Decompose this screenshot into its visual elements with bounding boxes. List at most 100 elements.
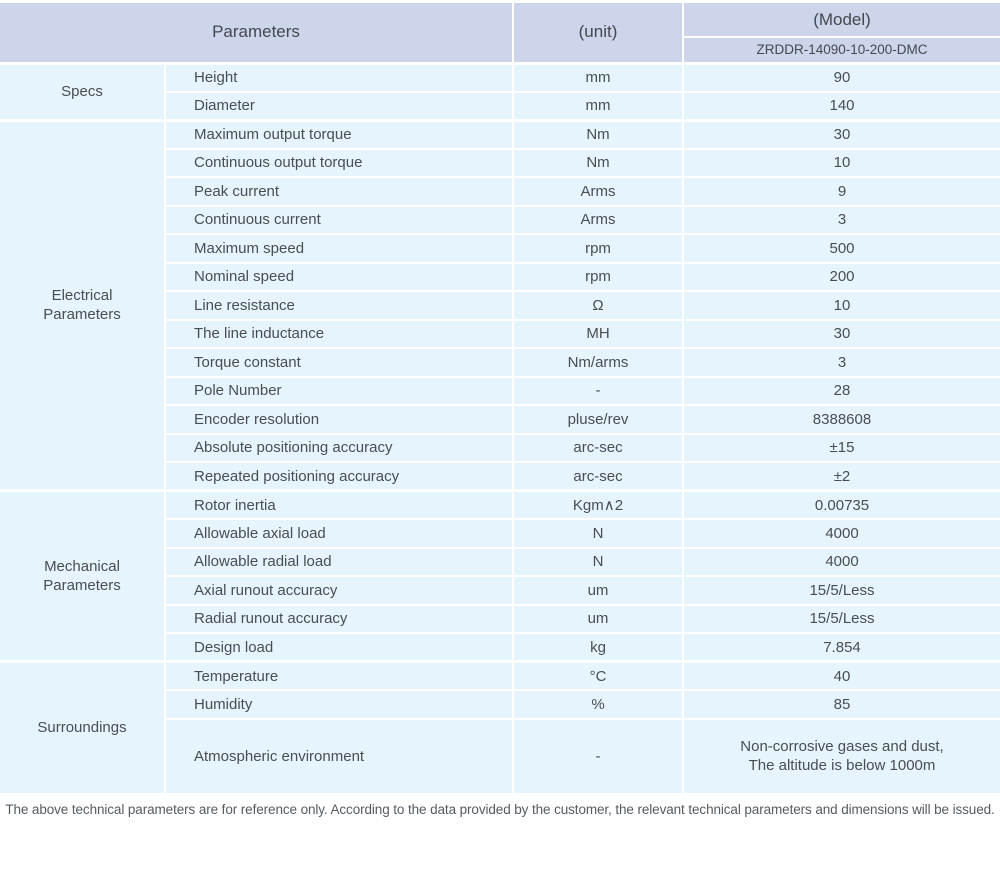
header-unit-label: (unit) bbox=[512, 3, 683, 65]
unit-cell: N bbox=[512, 546, 683, 576]
footnote-text: The above technical parameters are for r… bbox=[5, 801, 995, 817]
parameter-name-cell: The line inductance bbox=[164, 318, 513, 348]
parameter-name-cell: Encoder resolution bbox=[164, 404, 513, 434]
table-row: Continuous current Arms 3 bbox=[0, 204, 1000, 234]
parameter-name-cell: Maximum speed bbox=[164, 233, 513, 263]
value-cell: 140 bbox=[682, 90, 1000, 120]
table-row: Continuous output torque Nm 10 bbox=[0, 147, 1000, 177]
unit-cell: arc-sec bbox=[512, 432, 683, 462]
value-cell: 85 bbox=[682, 689, 1000, 719]
parameter-name-cell: Torque constant bbox=[164, 347, 513, 377]
table-row: Absolute positioning accuracy arc-sec ±15 bbox=[0, 432, 1000, 462]
section-label: Electrical Parameters bbox=[0, 118, 165, 491]
parameter-name-cell: Repeated positioning accuracy bbox=[164, 461, 513, 491]
table-row: Atmospheric environment - Non-corrosive ga… bbox=[0, 717, 1000, 793]
parameter-name-cell: Height bbox=[164, 61, 513, 92]
unit-cell: rpm bbox=[512, 261, 683, 291]
header-row-2: ZRDDR-14090-10-200-DMC bbox=[0, 37, 1000, 65]
unit-cell: Nm bbox=[512, 118, 683, 149]
value-cell: 500 bbox=[682, 233, 1000, 263]
table-row: Nominal speed rpm 200 bbox=[0, 261, 1000, 291]
table-row: Peak current Arms 9 bbox=[0, 176, 1000, 206]
table-row: The line inductance MH 30 bbox=[0, 318, 1000, 348]
unit-cell: N bbox=[512, 518, 683, 548]
parameter-name-cell: Nominal speed bbox=[164, 261, 513, 291]
unit-cell: Nm/arms bbox=[512, 347, 683, 377]
header-model-value: ZRDDR-14090-10-200-DMC bbox=[682, 37, 1000, 65]
unit-cell: - bbox=[512, 375, 683, 405]
unit-cell: um bbox=[512, 603, 683, 633]
parameter-name-cell: Temperature bbox=[164, 660, 513, 690]
section-label: Specs bbox=[0, 61, 165, 120]
section-label: Surroundings bbox=[0, 660, 165, 793]
parameter-name-cell: Line resistance bbox=[164, 290, 513, 320]
table-row: Pole Number -28 bbox=[0, 375, 1000, 405]
table-row: Specs Height mm 90 bbox=[0, 61, 1000, 120]
value-cell: 28 bbox=[682, 375, 1000, 405]
header-row-1: Parameters (unit) (Model) bbox=[0, 3, 1000, 65]
value-cell: 90 bbox=[682, 61, 1000, 92]
header-model-label: (Model) bbox=[682, 3, 1000, 38]
value-cell: 4000 bbox=[682, 518, 1000, 548]
parameter-name-cell: Diameter bbox=[164, 90, 513, 120]
value-cell: 9 bbox=[682, 176, 1000, 206]
unit-cell: Nm bbox=[512, 147, 683, 177]
table-row: Torque constant Nm/arms 3 bbox=[0, 347, 1000, 377]
table-row: Design load kg 7.854 bbox=[0, 632, 1000, 662]
parameter-name-cell: Maximum output torque bbox=[164, 118, 513, 149]
table-row: Encoder resolution pluse/rev 8388608 bbox=[0, 404, 1000, 434]
table-row: Electrical Parameters Maximum output torq… bbox=[0, 118, 1000, 491]
unit-cell: kg bbox=[512, 632, 683, 662]
parameter-name-cell: Pole Number bbox=[164, 375, 513, 405]
table-row: Diameter mm 140 bbox=[0, 90, 1000, 120]
table-header: Parameters (unit) (Model) ZRDDR-14090-10… bbox=[0, 3, 1000, 65]
parameter-name-cell: Continuous output torque bbox=[164, 147, 513, 177]
table-row: Line resistance Ω 10 bbox=[0, 290, 1000, 320]
table-row: Mechanical Parameters Rotor inertia Kgm∧2 0… bbox=[0, 489, 1000, 662]
parameter-name-cell: Absolute positioning accuracy bbox=[164, 432, 513, 462]
parameter-name-cell: Design load bbox=[164, 632, 513, 662]
table-row: Maximum speed rpm 500 bbox=[0, 233, 1000, 263]
parameter-name-cell: Rotor inertia bbox=[164, 489, 513, 519]
parameter-name-cell: Axial runout accuracy bbox=[164, 575, 513, 605]
value-cell: 3 bbox=[682, 204, 1000, 234]
table-row: Allowable axial load N 4000 bbox=[0, 518, 1000, 548]
parameter-name-cell: Atmospheric environment bbox=[164, 717, 513, 793]
parameter-name-cell: Peak current bbox=[164, 176, 513, 206]
unit-cell: Arms bbox=[512, 204, 683, 234]
parameter-name-cell: Allowable radial load bbox=[164, 546, 513, 576]
unit-cell: rpm bbox=[512, 233, 683, 263]
table-row: Axial runout accuracy um 15/5/Less bbox=[0, 575, 1000, 605]
value-cell: 7.854 bbox=[682, 632, 1000, 662]
table-row: Humidity% 85 bbox=[0, 689, 1000, 719]
section-label: Mechanical Parameters bbox=[0, 489, 165, 662]
value-cell: ±2 bbox=[682, 461, 1000, 491]
parameter-name-cell: Allowable axial load bbox=[164, 518, 513, 548]
table-body: Specs Height mm 90 Diameter mm 140 Electrical P… bbox=[0, 61, 1000, 793]
unit-cell: MH bbox=[512, 318, 683, 348]
value-cell: 10 bbox=[682, 147, 1000, 177]
value-cell: 15/5/Less bbox=[682, 603, 1000, 633]
unit-cell: Kgm∧2 bbox=[512, 489, 683, 519]
parameter-name-cell: Continuous current bbox=[164, 204, 513, 234]
table-row: Surroundings Temperature °C 40 bbox=[0, 660, 1000, 793]
value-cell: 40 bbox=[682, 660, 1000, 690]
value-cell: 10 bbox=[682, 290, 1000, 320]
value-cell: 30 bbox=[682, 318, 1000, 348]
unit-cell: Ω bbox=[512, 290, 683, 320]
unit-cell: mm bbox=[512, 61, 683, 92]
unit-cell: - bbox=[512, 717, 683, 793]
value-cell: 0.00735 bbox=[682, 489, 1000, 519]
parameter-name-cell: Radial runout accuracy bbox=[164, 603, 513, 633]
parameter-name-cell: Humidity bbox=[164, 689, 513, 719]
spec-table: Parameters (unit) (Model) ZRDDR-14090-10… bbox=[0, 3, 1000, 793]
value-cell: ±15 bbox=[682, 432, 1000, 462]
unit-cell: % bbox=[512, 689, 683, 719]
unit-cell: mm bbox=[512, 90, 683, 120]
value-cell: 15/5/Less bbox=[682, 575, 1000, 605]
header-parameters-label: Parameters bbox=[0, 3, 513, 65]
value-cell: 3 bbox=[682, 347, 1000, 377]
unit-cell: °C bbox=[512, 660, 683, 690]
value-cell: Non-corrosive gases and dust, The altitu… bbox=[682, 717, 1000, 793]
